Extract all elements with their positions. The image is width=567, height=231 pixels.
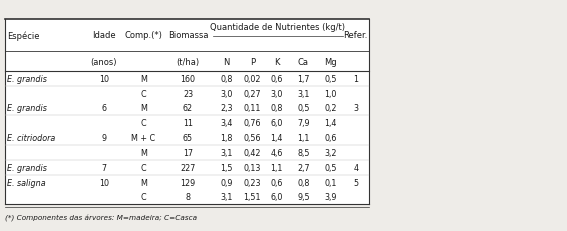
Text: M: M: [140, 148, 147, 157]
Text: 3,1: 3,1: [221, 193, 232, 201]
Text: 1,7: 1,7: [297, 75, 310, 83]
Text: 1,1: 1,1: [270, 163, 283, 172]
Text: 1,4: 1,4: [270, 134, 283, 143]
Text: 0,5: 0,5: [324, 75, 337, 83]
Text: 10: 10: [99, 75, 109, 83]
Text: (anos): (anos): [91, 57, 117, 66]
Text: 0,11: 0,11: [244, 104, 261, 113]
Text: 160: 160: [180, 75, 196, 83]
Text: 17: 17: [183, 148, 193, 157]
Text: 6,0: 6,0: [270, 193, 283, 201]
Bar: [5, 20, 369, 204]
Text: C: C: [141, 119, 146, 128]
Text: 3,4: 3,4: [221, 119, 232, 128]
Text: 0,42: 0,42: [244, 148, 261, 157]
Text: 62: 62: [183, 104, 193, 113]
Text: E. saligna: E. saligna: [7, 178, 45, 187]
Text: 4,6: 4,6: [270, 148, 283, 157]
Text: 5: 5: [353, 178, 358, 187]
Text: (*) Componentes das árvores: M=madeira; C=Casca: (*) Componentes das árvores: M=madeira; …: [5, 214, 197, 221]
Text: 1,8: 1,8: [221, 134, 232, 143]
Text: M: M: [140, 75, 147, 83]
Text: Ca: Ca: [298, 57, 309, 66]
Text: M: M: [140, 178, 147, 187]
Text: 1,1: 1,1: [297, 134, 310, 143]
Text: K: K: [274, 57, 280, 66]
Text: C: C: [141, 89, 146, 98]
Text: 11: 11: [183, 119, 193, 128]
Text: 65: 65: [183, 134, 193, 143]
Text: 1: 1: [353, 75, 358, 83]
Text: 3,0: 3,0: [270, 89, 283, 98]
Text: 3,9: 3,9: [324, 193, 337, 201]
Text: 227: 227: [180, 163, 196, 172]
Text: 3,1: 3,1: [221, 148, 232, 157]
Text: 0,8: 0,8: [270, 104, 283, 113]
Text: 0,9: 0,9: [220, 178, 233, 187]
Text: 8,5: 8,5: [297, 148, 310, 157]
Text: C: C: [141, 193, 146, 201]
Text: 3,1: 3,1: [297, 89, 310, 98]
Text: 2,3: 2,3: [220, 104, 233, 113]
Text: 0,76: 0,76: [244, 119, 261, 128]
Text: 0,6: 0,6: [270, 75, 283, 83]
Text: Refer.: Refer.: [344, 31, 368, 40]
Text: 0,8: 0,8: [297, 178, 310, 187]
Text: 10: 10: [99, 178, 109, 187]
Text: Comp.(*): Comp.(*): [125, 31, 162, 40]
Text: 1,51: 1,51: [244, 193, 261, 201]
Text: 0,56: 0,56: [244, 134, 261, 143]
Text: C: C: [141, 163, 146, 172]
Text: 1,0: 1,0: [324, 89, 336, 98]
Text: (t/ha): (t/ha): [176, 57, 200, 66]
Text: 2,7: 2,7: [297, 163, 310, 172]
Text: 8: 8: [185, 193, 191, 201]
Text: P: P: [249, 57, 255, 66]
Text: 9,5: 9,5: [297, 193, 310, 201]
Text: M + C: M + C: [132, 134, 155, 143]
Text: M: M: [140, 104, 147, 113]
Text: 1,4: 1,4: [324, 119, 336, 128]
Text: 0,8: 0,8: [221, 75, 232, 83]
Text: 0,6: 0,6: [270, 178, 283, 187]
Text: 6,0: 6,0: [270, 119, 283, 128]
Text: 6: 6: [101, 104, 106, 113]
Text: 3,0: 3,0: [221, 89, 232, 98]
Text: 0,5: 0,5: [324, 163, 337, 172]
Text: 0,5: 0,5: [297, 104, 310, 113]
Text: 0,2: 0,2: [324, 104, 337, 113]
Text: E. grandis: E. grandis: [7, 163, 46, 172]
Text: 7,9: 7,9: [297, 119, 310, 128]
Text: 0,6: 0,6: [324, 134, 336, 143]
Text: 4: 4: [353, 163, 358, 172]
Text: 0,1: 0,1: [324, 178, 336, 187]
Text: Biomassa: Biomassa: [168, 31, 208, 40]
Text: 3: 3: [353, 104, 358, 113]
Text: N: N: [223, 57, 230, 66]
Text: 1,5: 1,5: [220, 163, 233, 172]
Text: 0,23: 0,23: [244, 178, 261, 187]
Text: E. grandis: E. grandis: [7, 104, 46, 113]
Text: E. citriodora: E. citriodora: [7, 134, 55, 143]
Text: Espécie: Espécie: [7, 31, 39, 40]
Text: Idade: Idade: [92, 31, 116, 40]
Text: 3,2: 3,2: [324, 148, 337, 157]
Text: Quantidade de Nutrientes (kg/t): Quantidade de Nutrientes (kg/t): [210, 23, 345, 32]
Text: 0,02: 0,02: [244, 75, 261, 83]
Text: 129: 129: [180, 178, 196, 187]
Text: 0,13: 0,13: [244, 163, 261, 172]
Text: E. grandis: E. grandis: [7, 75, 46, 83]
Text: 0,27: 0,27: [243, 89, 261, 98]
Text: Mg: Mg: [324, 57, 337, 66]
Text: 7: 7: [101, 163, 107, 172]
Text: 23: 23: [183, 89, 193, 98]
Text: 9: 9: [101, 134, 107, 143]
